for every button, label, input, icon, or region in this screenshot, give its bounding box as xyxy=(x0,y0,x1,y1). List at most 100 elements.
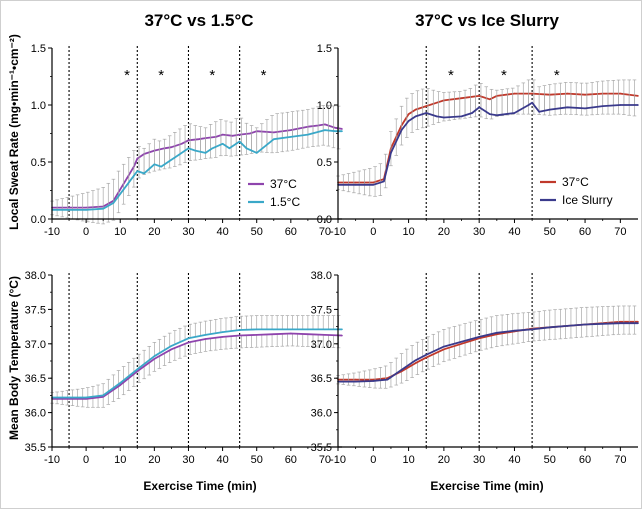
x-tick-label: 70 xyxy=(614,226,626,238)
data-point xyxy=(102,207,104,210)
data-point xyxy=(619,92,622,95)
data-point xyxy=(272,333,275,335)
data-point xyxy=(425,112,428,114)
data-point xyxy=(513,329,516,332)
data-point xyxy=(307,333,309,335)
data-point xyxy=(372,181,375,184)
data-point xyxy=(436,101,438,104)
data-point xyxy=(531,92,533,95)
x-tick-label: 10 xyxy=(402,226,414,238)
data-point xyxy=(531,101,533,104)
data-point xyxy=(637,320,639,323)
error-bars xyxy=(336,305,637,382)
data-point xyxy=(68,398,70,400)
x-tick-label: 70 xyxy=(614,454,626,466)
y-axis-label-sweat-rate: Local Sweat Rate (mg•min⁻¹•cm⁻²) xyxy=(7,34,21,230)
data-point xyxy=(160,165,162,168)
data-point xyxy=(194,149,197,152)
series-line xyxy=(52,332,343,400)
data-point xyxy=(414,108,417,111)
data-point xyxy=(548,326,551,329)
data-point xyxy=(425,105,428,107)
data-point xyxy=(527,104,530,106)
data-point xyxy=(637,322,639,324)
data-point xyxy=(85,206,87,209)
legend-label: Ice Slurry xyxy=(562,193,613,207)
data-point xyxy=(272,138,275,140)
x-tick-label: 30 xyxy=(182,226,194,238)
data-point xyxy=(136,157,139,160)
data-point xyxy=(341,334,343,337)
data-point xyxy=(255,328,258,331)
significance-marker: * xyxy=(261,67,267,84)
data-point xyxy=(126,177,128,179)
panel-body-temperature-37-vs-1-5: 35.5 36.0 36.5 37.0 37.5 38.0 -10 0 10 20 30 40 50 60… xyxy=(25,270,343,466)
x-tick-label: -10 xyxy=(44,454,60,466)
data-point xyxy=(443,345,445,348)
data-point xyxy=(170,146,173,148)
series-ice-slurry xyxy=(336,305,639,383)
series-line xyxy=(52,328,342,399)
data-point xyxy=(204,338,207,340)
x-tick-label: 10 xyxy=(114,226,126,238)
data-point xyxy=(170,158,173,161)
y-tick-label: 0.0 xyxy=(31,214,46,226)
data-point xyxy=(197,138,200,140)
data-point xyxy=(272,131,275,134)
x-tick-label: 30 xyxy=(473,226,485,238)
data-point xyxy=(471,112,473,114)
series-line xyxy=(338,320,638,381)
y-tick-label: 0.5 xyxy=(317,157,332,169)
data-point xyxy=(232,134,234,137)
data-point xyxy=(496,331,498,334)
data-point xyxy=(324,123,326,126)
y-tick-label: 0.0 xyxy=(317,214,332,226)
data-point xyxy=(383,180,385,183)
data-point xyxy=(85,209,87,211)
y-tick-label: 36.0 xyxy=(311,408,332,420)
data-point xyxy=(290,332,292,335)
significance-marker: * xyxy=(554,67,560,84)
data-point xyxy=(272,328,275,331)
series-line xyxy=(338,322,638,383)
data-point xyxy=(354,380,357,383)
data-point xyxy=(531,328,533,331)
data-point xyxy=(414,359,417,362)
data-point xyxy=(153,355,156,357)
x-tick-label: 60 xyxy=(579,226,591,238)
x-tick-label: 70 xyxy=(319,226,331,238)
legend-label: 37°C xyxy=(562,175,589,189)
data-point xyxy=(425,354,428,356)
error-bars xyxy=(50,333,341,408)
significance-marker: * xyxy=(158,67,164,84)
data-point xyxy=(637,104,639,106)
data-point xyxy=(85,398,87,400)
data-point xyxy=(290,136,292,138)
data-point xyxy=(619,320,622,323)
x-tick-label: 20 xyxy=(148,454,160,466)
data-point xyxy=(85,396,87,399)
data-point xyxy=(566,325,569,327)
data-point xyxy=(187,139,190,142)
y-tick-label: 37.0 xyxy=(25,339,46,351)
data-point xyxy=(238,133,241,136)
legend-label: 37°C xyxy=(270,177,297,191)
y-axis-label-body-temperature: Mean Body Temperature (°C) xyxy=(7,276,21,440)
data-point xyxy=(211,147,214,150)
data-point xyxy=(584,93,586,96)
data-point xyxy=(238,329,241,331)
x-tick-label: 20 xyxy=(438,226,450,238)
data-point xyxy=(204,334,207,336)
y-tick-label: 37.5 xyxy=(311,304,332,316)
series-37-c xyxy=(336,320,639,389)
significance-marker: * xyxy=(124,67,130,84)
x-tick-label: 0 xyxy=(370,454,376,466)
data-point xyxy=(290,328,292,331)
x-tick-label: -10 xyxy=(330,226,346,238)
error-bars xyxy=(336,79,637,185)
data-point xyxy=(221,331,224,333)
data-point xyxy=(443,116,445,119)
data-point xyxy=(425,356,428,359)
x-tick-label: 60 xyxy=(579,454,591,466)
